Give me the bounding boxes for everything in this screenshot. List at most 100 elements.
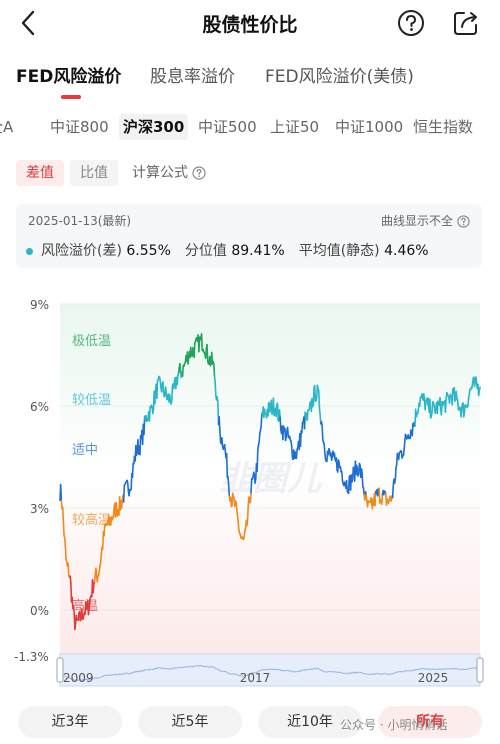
series-segment (455, 390, 458, 401)
series-segment (335, 457, 338, 471)
series-segment (218, 415, 221, 432)
series-segment (301, 421, 304, 434)
series-segment (246, 517, 249, 527)
series-segment (164, 386, 168, 396)
risk-premium-chart[interactable]: 韭圈儿极低温较低温适中较高温高温200920172025 (0, 290, 500, 690)
percentile-label: 分位值 (184, 243, 227, 259)
series-segment (454, 393, 457, 402)
series-segment (341, 470, 344, 482)
tab-fed-risk-premium[interactable]: FED风险溢价 (16, 67, 122, 87)
series-segment (462, 411, 466, 418)
series-segment (77, 612, 80, 621)
tab-fed-risk-premium-us[interactable]: FED风险溢价(美债) (265, 67, 414, 87)
index-tab-all-a[interactable]: 全A (0, 118, 14, 136)
series-segment (351, 466, 355, 480)
series-segment (103, 523, 106, 537)
tab-dividend-premium[interactable]: 股息率溢价 (150, 67, 235, 87)
index-tab-csi800[interactable]: 中证800 (50, 118, 109, 136)
series-segment (179, 362, 182, 374)
series-segment (306, 409, 309, 421)
series-segment (214, 380, 217, 397)
main-tabs: FED风险溢价 股息率溢价 FED风险溢价(美债) (0, 62, 500, 102)
range-5y-button[interactable]: 近5年 (138, 706, 242, 738)
series-segment (365, 494, 368, 503)
series-segment (444, 397, 447, 413)
series-segment (200, 333, 204, 352)
question-icon (192, 166, 206, 180)
navigator-handle-left (56, 657, 64, 683)
series-segment (313, 384, 317, 403)
series-segment (59, 483, 63, 502)
series-segment (347, 476, 351, 495)
series-segment (434, 406, 437, 415)
y-tick-label: 0% (30, 604, 50, 618)
series-label: 风险溢价(差) (41, 243, 122, 259)
series-segment (227, 476, 230, 486)
series-segment (276, 402, 279, 420)
series-segment (154, 389, 157, 405)
series-segment (468, 388, 471, 397)
series-segment (243, 529, 246, 537)
series-segment (272, 397, 275, 417)
page-title: 股债性价比 (202, 14, 298, 36)
series-segment (187, 356, 190, 365)
series-segment (225, 453, 229, 478)
range-3y-button[interactable]: 近3年 (18, 706, 122, 738)
series-segment (95, 567, 98, 577)
series-segment (227, 484, 231, 498)
series-segment (362, 487, 365, 496)
share-icon[interactable] (451, 8, 481, 38)
wechat-watermark: 公众号 · 小明悄悄话 (340, 718, 448, 732)
series-segment (219, 429, 222, 443)
help-icon[interactable] (396, 8, 426, 38)
series-segment (267, 401, 270, 417)
range-all-button[interactable]: 所有 (378, 706, 482, 738)
navigator-year-label: 2017 (240, 671, 271, 685)
zone-label: 较低温 (72, 393, 111, 408)
back-arrow-icon[interactable] (14, 8, 44, 38)
series-segment (235, 501, 238, 510)
series-segment (394, 467, 397, 481)
series-value: 6.55% (126, 243, 171, 259)
curve-display-toggle[interactable]: 曲线显示不全 (381, 212, 470, 229)
diff-mode-button[interactable]: 差值 (16, 160, 64, 186)
series-segment (177, 366, 181, 374)
series-segment (321, 425, 324, 441)
series-segment (258, 432, 261, 443)
formula-link[interactable]: 计算公式 (132, 160, 206, 186)
series-segment (299, 430, 302, 448)
series-segment (160, 382, 164, 393)
series-segment (62, 520, 65, 537)
navigator-line (59, 664, 481, 682)
series-segment (131, 462, 134, 478)
info-card: 2025-01-13(最新) 曲线显示不全 风险溢价(差) 6.55% 分位值 8… (16, 204, 482, 268)
ratio-mode-button[interactable]: 比值 (70, 160, 118, 186)
series-segment (402, 448, 405, 457)
index-tab-csi1000[interactable]: 中证1000 (335, 118, 404, 136)
series-segment (345, 480, 349, 492)
index-tab-csi300[interactable]: 沪深300 (119, 114, 189, 140)
series-segment (170, 385, 174, 402)
series-segment (112, 505, 115, 517)
average-value: 4.46% (384, 243, 429, 259)
chart[interactable]: 韭圈儿极低温较低温适中较高温高温200920172025 9% 6% 3% 0%… (0, 290, 500, 690)
low-temp-zone-bg (60, 304, 480, 474)
index-tab-csi500[interactable]: 中证500 (198, 118, 257, 136)
series-segment (397, 451, 401, 461)
series-segment (213, 374, 216, 383)
series-segment (275, 404, 278, 418)
series-segment (162, 381, 165, 394)
index-tab-hsi[interactable]: 恒生指数 (413, 118, 474, 136)
series-segment (229, 496, 233, 508)
series-segment (250, 477, 253, 494)
series-segment (308, 402, 311, 410)
series-segment (376, 488, 380, 497)
series-segment (236, 514, 239, 523)
series-segment (237, 520, 240, 531)
navigator-handle-right (476, 657, 484, 683)
average-label: 平均值(静态) (298, 243, 380, 259)
series-segment (88, 598, 91, 609)
range-10y-button[interactable]: 近10年 (258, 706, 362, 738)
index-tab-sse50[interactable]: 上证50 (270, 118, 320, 136)
series-segment (99, 553, 103, 564)
